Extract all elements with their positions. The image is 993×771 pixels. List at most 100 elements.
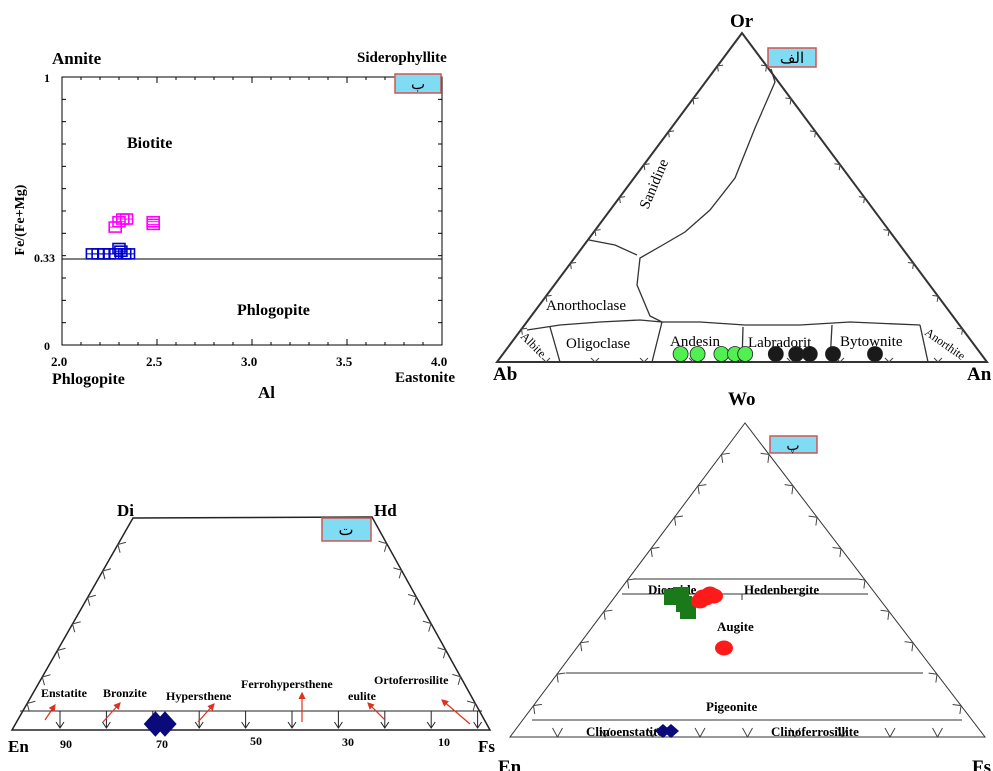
feldspar-tick — [809, 130, 817, 138]
panel-tag-box — [394, 73, 442, 94]
feldspar-tick — [520, 327, 528, 335]
feldspar-tick — [545, 294, 552, 302]
field-arrow — [44, 704, 56, 721]
en-tick-10: 10 — [438, 735, 450, 749]
field-augite: Augite — [717, 619, 754, 634]
field-bytownite: Bytownite — [840, 334, 903, 350]
field-eulite: eulite — [348, 689, 377, 703]
pyroxene-base-tick — [789, 727, 801, 739]
pyroxene-point-red — [694, 589, 712, 605]
field-pigeonite: Pigeonite — [706, 699, 757, 714]
field-clinoferrosillite: Clinoferrosillite — [771, 724, 859, 739]
ortho-tick-arrow — [55, 721, 65, 729]
phlogopite-corner-label: Phlogopite — [52, 371, 125, 388]
vertex-hd: Hd — [374, 501, 397, 520]
field-sanidine: Sanidine — [637, 157, 672, 212]
pyroxene-tick — [760, 452, 770, 463]
ortho-tick-arrow — [101, 721, 111, 729]
ortho-tick-arrow — [426, 721, 436, 729]
quad-right-tick — [452, 673, 462, 686]
field-ortoferrosilite: Ortoferrosilite — [374, 673, 449, 687]
pyroxene-base-tick — [837, 727, 848, 739]
feldspar-point-green_light — [689, 346, 706, 362]
vertex-or: Or — [730, 11, 754, 32]
quadrilateral-ticks — [26, 540, 483, 729]
pyroxene-tick — [880, 609, 890, 620]
pyroxene-tick — [603, 609, 613, 620]
vertex-an: An — [967, 364, 992, 385]
pyroxene-triangle — [509, 422, 987, 738]
pyroxene-tick — [856, 578, 866, 589]
quad-right-tick — [466, 700, 476, 712]
pyroxene-ticks — [532, 452, 962, 739]
biotite-data-points — [85, 213, 160, 260]
feldspar-tick — [590, 357, 600, 363]
quad-left-tick — [71, 621, 81, 633]
pyroxene-tick — [784, 484, 794, 495]
en-tick-50: 50 — [250, 734, 262, 748]
field-ferrohypersthene: Ferrohypersthene — [241, 677, 333, 691]
phlogopite-field-label: Phlogopite — [237, 302, 310, 319]
feldspar-tick — [933, 357, 943, 363]
vertex-di: Di — [117, 501, 134, 520]
feldspar-ticks — [520, 64, 964, 363]
field-clinoenstatite: Clinoenstatite — [586, 724, 664, 739]
pyroxene-tick — [556, 672, 566, 683]
biotite-field-label: Biotite — [127, 135, 172, 152]
pyroxene-base-tick — [742, 727, 753, 739]
field-arrow — [367, 702, 386, 721]
pyroxene-tick — [904, 641, 914, 652]
pyroxene-base-tick — [694, 727, 706, 739]
pyroxene-base-tick — [552, 727, 563, 739]
pyroxene-tick — [832, 546, 842, 558]
panel-tag-alef: الف — [767, 47, 817, 68]
feldspar-tick — [667, 130, 675, 138]
pyroxene-ternary: Wo En Fs Diopside Hedenbergite Augite Pi… — [498, 389, 991, 771]
panel-tag-b-text: ب — [411, 77, 425, 93]
panel-tag-box — [321, 517, 372, 542]
feldspar-tick — [692, 97, 699, 105]
field-enstatite: Enstatite — [41, 686, 88, 700]
ortho-tick-arrow — [287, 721, 297, 729]
panel-tag-box — [767, 47, 817, 68]
orthopyroxene-quadrilateral: Di Hd En Fs Enstatite Bronzite Hypersthe… — [8, 501, 495, 756]
quad-right-tick — [422, 620, 432, 632]
feldspar-point-black — [767, 346, 784, 362]
feldspar-data-points — [672, 346, 883, 362]
panel-tag-b: ب — [394, 73, 442, 94]
x-tick-3.5: 3.5 — [336, 354, 353, 369]
ortho-tick-arrow — [194, 721, 204, 729]
feldspar-field-boundaries — [526, 68, 929, 363]
y-axis-label: Fe/(Fe+Mg) — [13, 184, 28, 255]
vertex-fs-ternary: Fs — [972, 757, 991, 771]
pyroxene-field-lines — [532, 578, 962, 721]
ortho-tick-arrow — [473, 721, 483, 729]
pyroxene-tick — [673, 515, 683, 526]
vertex-wo: Wo — [728, 389, 755, 410]
panel-tag-box — [769, 435, 818, 454]
pyroxene-base-tick — [932, 727, 943, 739]
y-tick-1: 1 — [44, 71, 50, 85]
en-tick-70: 70 — [156, 737, 168, 751]
pyroxene-tick — [697, 484, 707, 495]
vertex-en-quad: En — [8, 737, 29, 756]
quad-left-tick — [87, 594, 96, 606]
quad-right-tick — [393, 567, 403, 579]
feldspar-tick — [716, 64, 724, 72]
field-arrow — [102, 702, 121, 723]
field-hypersthene: Hypersthene — [166, 689, 232, 703]
annite-label: Annite — [52, 49, 102, 68]
panel-tag-alef-text: الف — [780, 51, 804, 67]
quad-right-tick — [407, 594, 417, 606]
panel-tag-te: ت — [321, 517, 372, 542]
pyroxene-tick — [626, 578, 636, 589]
quad-left-tick — [26, 700, 36, 712]
feldspar-tick — [618, 196, 626, 204]
quadrilateral-frame — [10, 516, 492, 731]
ortho-tick-arrow — [241, 721, 251, 729]
field-anorthite: Anorthite — [922, 325, 968, 363]
field-arrow — [441, 699, 471, 725]
biotite-chart: Annite Siderophyllite Phlogopite Eastoni… — [13, 49, 455, 402]
en-tick-30: 30 — [342, 735, 354, 749]
